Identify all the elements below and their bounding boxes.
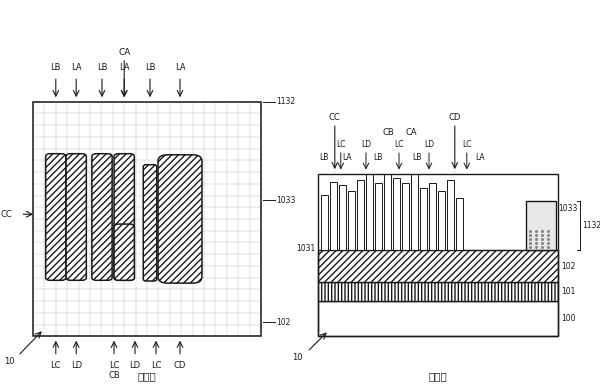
Bar: [318, 282, 558, 301]
Text: CB: CB: [108, 371, 120, 380]
Text: 102: 102: [277, 317, 291, 327]
Text: LD: LD: [71, 361, 82, 370]
Text: CD: CD: [449, 113, 461, 122]
Bar: [318, 250, 558, 282]
Bar: [318, 174, 558, 336]
Text: LB: LB: [50, 63, 61, 72]
Text: LB: LB: [145, 63, 155, 72]
Text: LD: LD: [424, 140, 434, 149]
Text: LC: LC: [462, 140, 472, 149]
Bar: [456, 198, 463, 250]
FancyBboxPatch shape: [114, 154, 134, 280]
Bar: [384, 174, 391, 250]
Text: 1132: 1132: [582, 221, 600, 230]
Text: 上视图: 上视图: [137, 371, 157, 381]
Text: LD: LD: [130, 361, 140, 370]
Bar: [526, 201, 556, 250]
Bar: [402, 183, 409, 250]
Bar: [375, 183, 382, 250]
Text: 1033: 1033: [559, 204, 578, 213]
Bar: [447, 180, 454, 250]
Bar: [429, 183, 436, 250]
Text: LA: LA: [119, 63, 130, 72]
Bar: [339, 185, 346, 250]
Text: LA: LA: [71, 63, 82, 72]
Text: 101: 101: [561, 287, 575, 296]
Text: LA: LA: [342, 153, 352, 162]
Text: LB: LB: [412, 153, 422, 162]
Text: CC: CC: [0, 210, 12, 219]
Text: 侧视图: 侧视图: [428, 371, 448, 381]
Text: LB: LB: [319, 153, 329, 162]
Text: 102: 102: [561, 262, 575, 271]
FancyBboxPatch shape: [92, 154, 112, 280]
Text: LA: LA: [175, 63, 185, 72]
Text: CD: CD: [174, 361, 186, 370]
Text: CA: CA: [405, 128, 417, 137]
Text: 10: 10: [4, 357, 14, 366]
Text: 1031: 1031: [296, 244, 316, 253]
Text: LB: LB: [97, 63, 107, 72]
FancyBboxPatch shape: [114, 224, 134, 280]
Bar: [33, 102, 261, 336]
Bar: [348, 191, 355, 250]
Bar: [330, 181, 337, 250]
Text: LC: LC: [336, 140, 346, 149]
FancyBboxPatch shape: [143, 165, 157, 281]
Bar: [438, 191, 445, 250]
Text: 1033: 1033: [277, 196, 296, 205]
Text: LA: LA: [475, 153, 485, 162]
FancyBboxPatch shape: [46, 154, 66, 280]
Text: LC: LC: [151, 361, 161, 370]
FancyBboxPatch shape: [66, 154, 86, 280]
Bar: [393, 178, 400, 250]
Bar: [366, 174, 373, 250]
Bar: [420, 188, 427, 250]
Text: CC: CC: [329, 113, 341, 122]
Text: LC: LC: [394, 140, 404, 149]
Text: LC: LC: [50, 361, 61, 370]
Text: CB: CB: [383, 128, 395, 137]
Text: LC: LC: [109, 361, 119, 370]
Bar: [357, 180, 364, 250]
Bar: [318, 301, 558, 336]
Text: LB: LB: [373, 153, 383, 162]
Text: LD: LD: [361, 140, 371, 149]
Bar: [411, 174, 418, 250]
FancyBboxPatch shape: [158, 155, 202, 283]
Text: 100: 100: [561, 314, 575, 323]
Text: 1132: 1132: [277, 97, 296, 106]
Text: CA: CA: [118, 48, 130, 57]
Bar: [321, 196, 328, 250]
Text: 10: 10: [292, 353, 302, 362]
